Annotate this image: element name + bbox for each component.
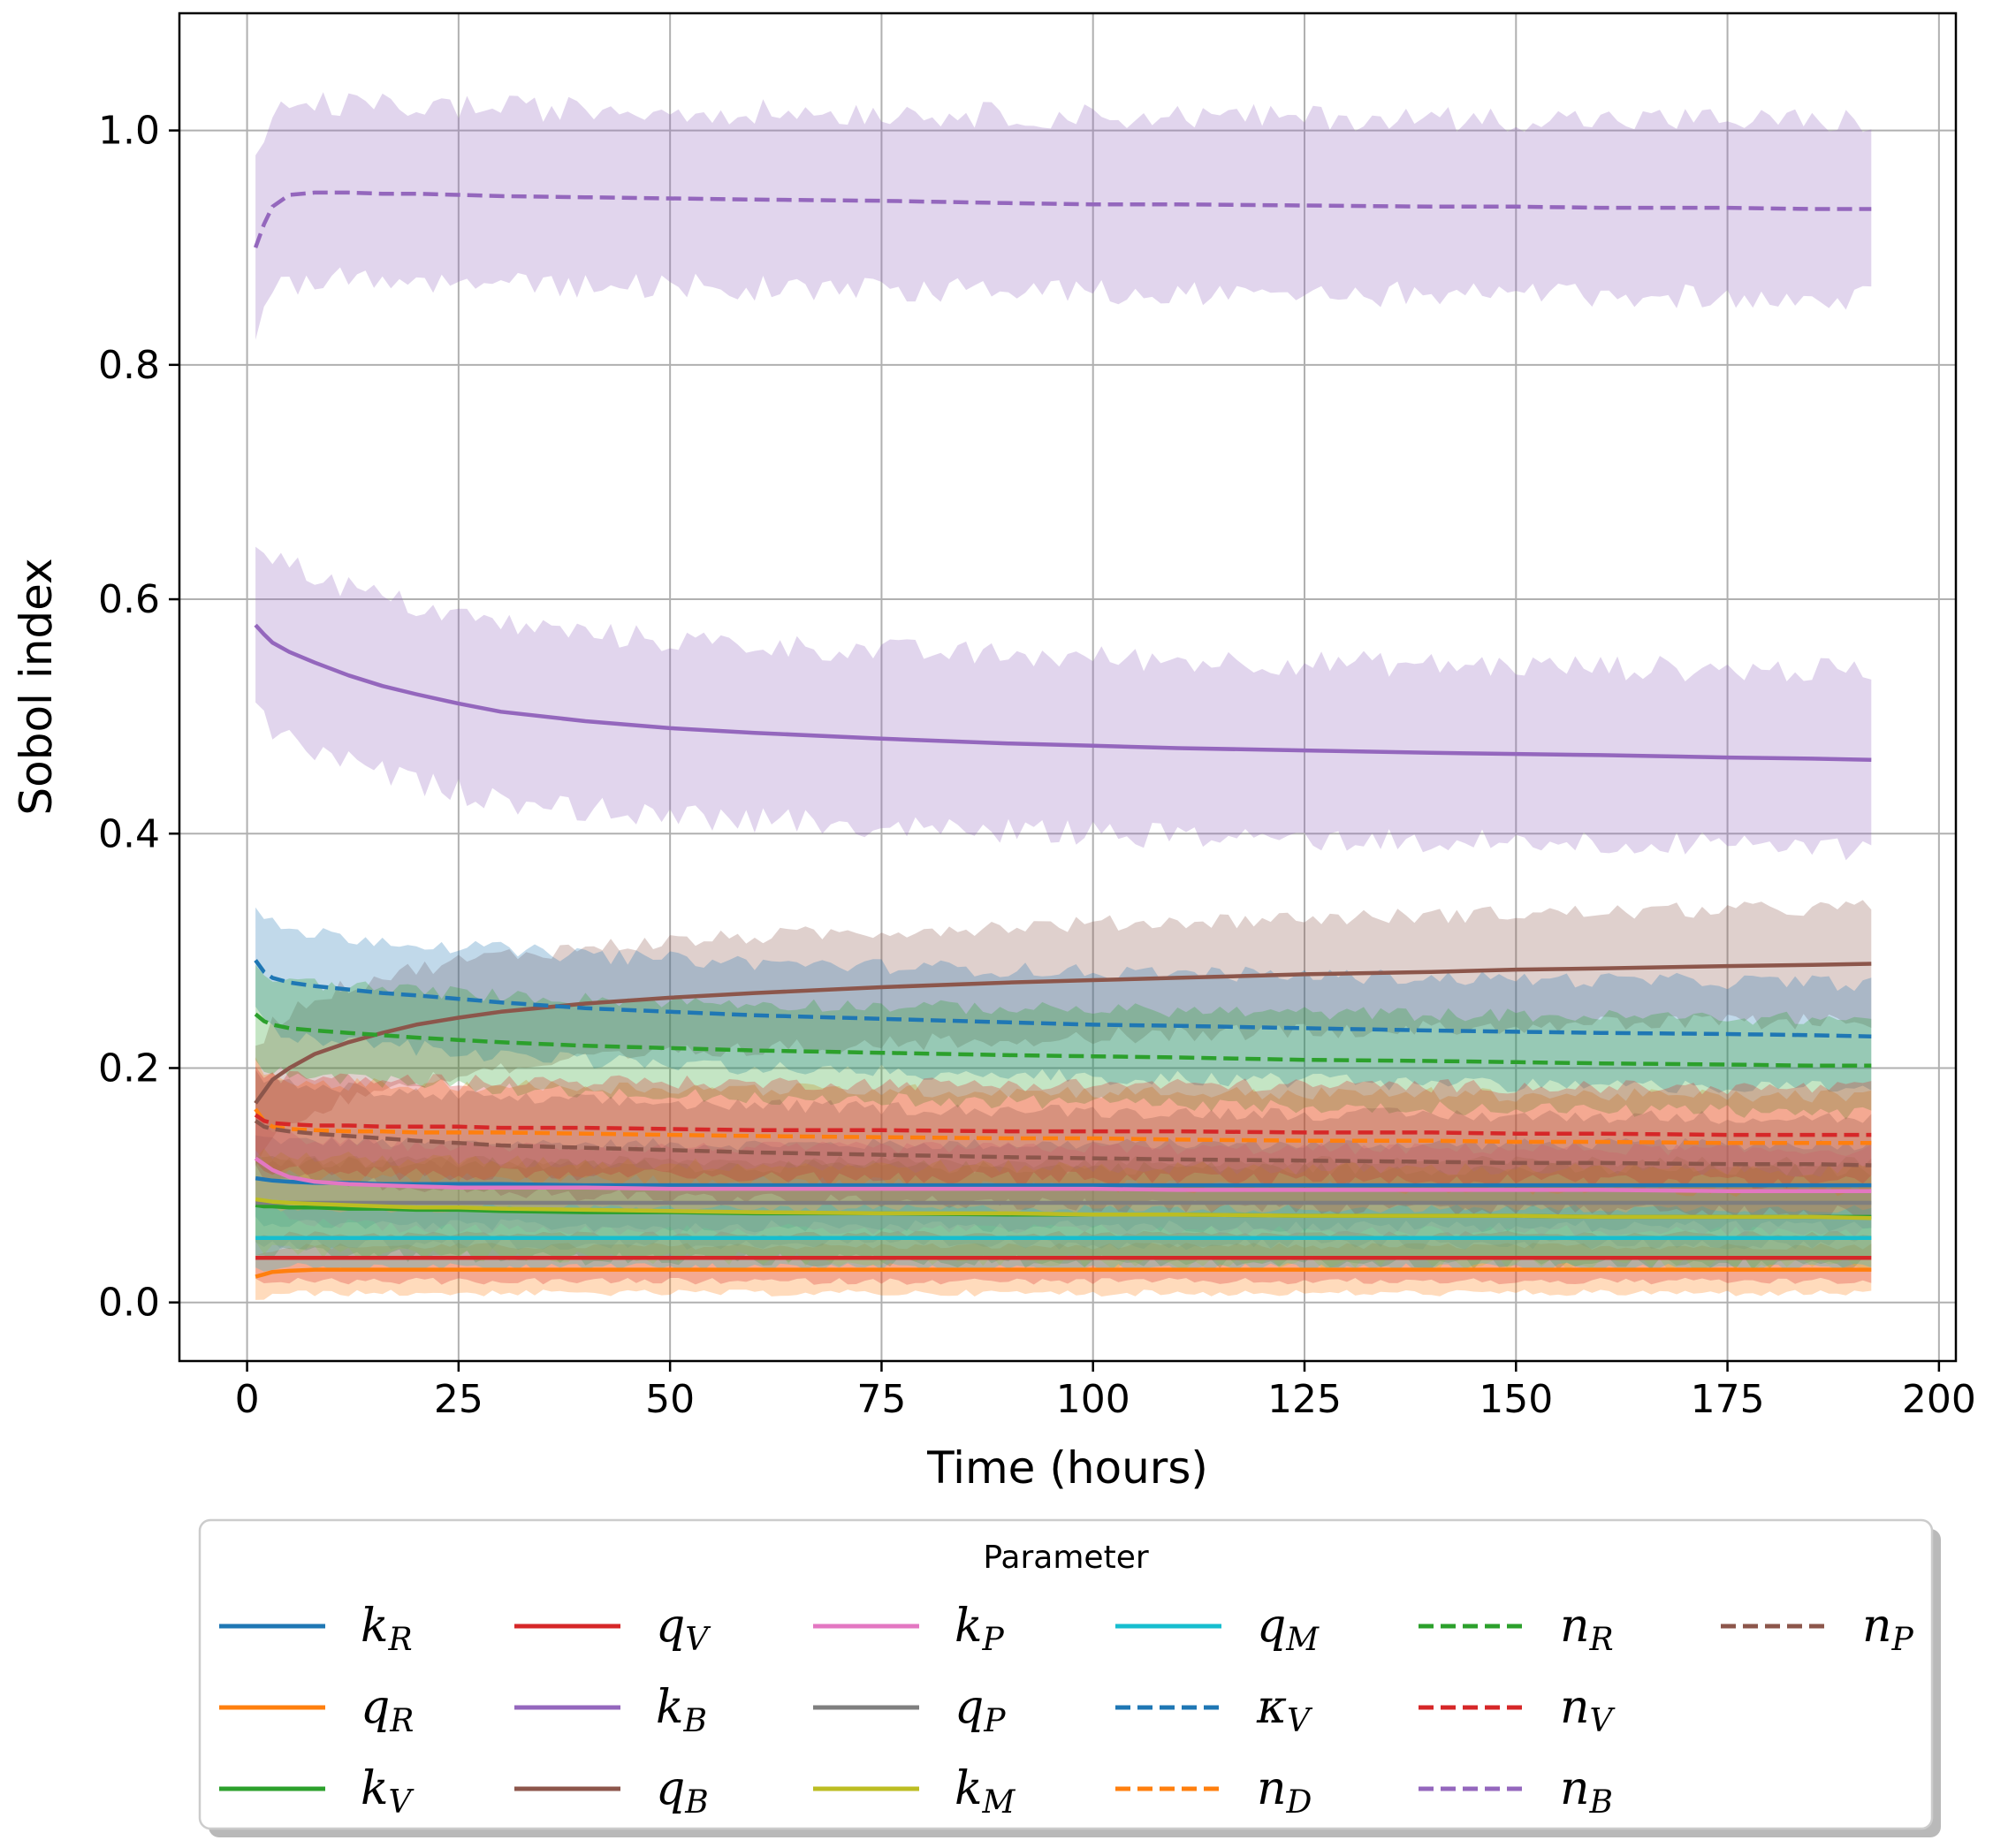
series-line-q-R [255,1267,1872,1279]
legend-item: qB [514,1762,709,1821]
legend-item: qP [813,1681,1006,1739]
legend-label: kV [361,1762,415,1821]
series-line-k-B [254,623,1872,762]
legend-label: kB [656,1681,707,1739]
legend-label: nP [1862,1600,1914,1658]
legend-label: qP [955,1681,1006,1739]
x-tick-label: 25 [434,1377,483,1422]
series-line-n-D [254,1107,1872,1145]
legend-item: kB [514,1681,707,1739]
legend-item: qM [1115,1600,1320,1658]
band-n-D [255,1057,1872,1198]
series-line-k-M [255,1197,1872,1221]
legend-label: kR [361,1600,413,1658]
legend-item: nB [1419,1762,1613,1821]
y-tick-label: 0.8 [98,343,160,388]
x-tick-label: 75 [856,1377,906,1422]
series-lines [253,190,1872,1279]
series-line-k-P [254,1156,1872,1193]
y-tick-label: 0.2 [98,1046,160,1091]
band-n-R [255,964,1872,1120]
plot-frame [178,11,1958,1363]
legend-label: qM [1257,1600,1320,1658]
y-axis-title: Sobol index [11,558,62,815]
legend-item: qV [514,1600,711,1658]
series-line-n-V [254,1113,1872,1137]
x-tick-label: 50 [645,1377,695,1422]
legend: Parameter kR qR kV qV kB qB kP qP kM qM κV nD nR nV nB… [198,1518,1941,1837]
legend-item: kP [813,1600,1005,1658]
y-tick-label: 1.0 [98,109,160,154]
band-n-P [255,1069,1872,1219]
legend-item: kV [219,1762,415,1821]
legend-title: Parameter [983,1540,1148,1576]
series-line-q-B [254,962,1872,1105]
legend-label: kP [955,1600,1005,1658]
band-k-M [255,1148,1872,1271]
legend-label: qB [656,1762,709,1821]
band-n-V [255,1066,1872,1189]
legend-item: nR [1419,1600,1614,1658]
series-line-n-R [254,1012,1872,1068]
band-k-P [255,1114,1872,1238]
legend-item: kR [219,1600,413,1658]
confidence-bands [255,92,1872,1300]
series-line-n-P [254,1119,1872,1167]
x-tick-label: 0 [235,1377,260,1422]
x-axis-title: Time (hours) [926,1442,1208,1494]
legend-item: kM [813,1762,1016,1821]
legend-item: qR [219,1681,414,1739]
y-tick-label: 0.0 [98,1281,160,1326]
legend-label: qV [656,1600,711,1658]
legend-label: κV [1256,1681,1313,1739]
legend-label: kM [955,1762,1016,1821]
legend-item: nV [1419,1681,1616,1739]
legend-label: nV [1560,1681,1616,1739]
x-tick-label: 150 [1479,1377,1553,1422]
y-axis-ticks: 0.0 0.2 0.4 0.6 0.8 1.0 [98,109,179,1326]
series-line-κ-V [254,959,1872,1038]
legend-label: nB [1560,1762,1613,1821]
legend-label: qR [361,1681,414,1739]
x-tick-label: 200 [1902,1377,1976,1422]
band-k-B [255,546,1872,861]
x-tick-label: 175 [1691,1377,1765,1422]
legend-label: nD [1257,1762,1312,1821]
series-line-n-B [253,190,1872,248]
y-tick-label: 0.4 [98,811,160,856]
band-n-B [255,92,1872,340]
legend-item: nD [1115,1762,1312,1821]
legend-item: nP [1721,1600,1914,1658]
legend-box [198,1518,1934,1830]
band-q-B [255,900,1872,1167]
legend-item: κV [1115,1681,1313,1739]
y-tick-label: 0.6 [98,577,160,622]
x-tick-label: 125 [1267,1377,1342,1422]
x-tick-label: 100 [1056,1377,1130,1422]
x-axis-ticks: 0 25 50 75 100 125 150 175 200 [235,1361,1976,1422]
legend-label: nR [1560,1600,1614,1658]
grid [179,13,1956,1361]
